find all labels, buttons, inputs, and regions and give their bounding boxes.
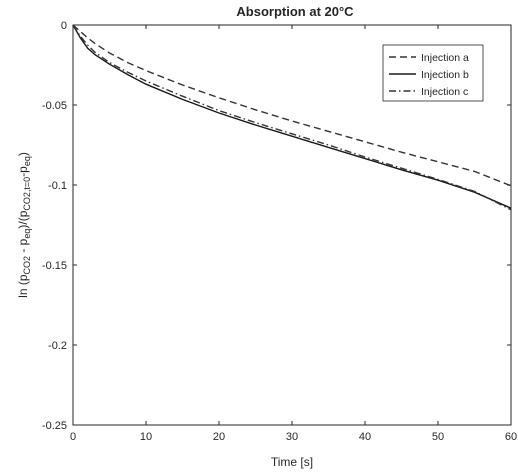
y-axis-title-part: - p (16, 238, 30, 256)
x-tick-label: 20 (213, 431, 225, 443)
y-axis-title-part: ln (p (16, 274, 30, 298)
y-axis-title: ln (pCO2 - peq)/(pCO2,t=0-peq) (16, 152, 32, 298)
y-tick-label: -0.05 (42, 100, 67, 112)
y-tick-label: -0.1 (48, 180, 67, 192)
y-axis-title-part: -p (16, 166, 30, 177)
x-tick-label: 40 (359, 431, 371, 443)
y-tick-label: -0.25 (42, 420, 67, 432)
y-axis-title-part: )/(p (16, 210, 30, 228)
y-tick-label: -0.15 (42, 260, 67, 272)
x-tick-label: 50 (432, 431, 444, 443)
y-tick-label: 0 (61, 20, 67, 32)
x-tick-label: 0 (70, 431, 76, 443)
y-axis-title-part: ) (16, 152, 30, 156)
y-axis-ticks: 0 -0.05 -0.1 -0.15 -0.2 -0.25 (42, 20, 511, 432)
y-axis-title-subscript: CO2 (22, 256, 32, 275)
x-tick-label: 30 (286, 431, 298, 443)
legend: Injection a Injection b Injection c (382, 44, 484, 102)
x-tick-label: 60 (505, 431, 517, 443)
legend-label-3: Injection c (421, 86, 468, 98)
legend-label-1: Injection a (421, 52, 469, 64)
series-layer (72, 24, 512, 211)
x-tick-label: 10 (140, 431, 152, 443)
chart-title: Absorption at 20°C (236, 4, 354, 19)
y-axis-title-subscript: eq (22, 229, 32, 239)
series-line-1 (72, 24, 512, 187)
series-line-2 (72, 24, 512, 209)
legend-label-2: Injection b (421, 69, 469, 81)
y-tick-label: -0.2 (48, 340, 67, 352)
x-axis-title: Time [s] (271, 455, 313, 469)
x-axis-ticks: 0 10 20 30 40 50 60 (70, 25, 517, 443)
y-axis-title-subscript: eq (22, 156, 32, 166)
y-axis-title-subscript: CO2,t=0 (22, 177, 32, 211)
